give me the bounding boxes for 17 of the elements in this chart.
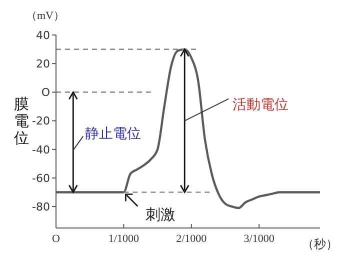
annotation: 静止電位: [85, 126, 142, 142]
x-tick-label: O: [52, 232, 60, 245]
y-tick-label: 40: [36, 28, 50, 42]
x-tick-label: 3/1000: [244, 232, 275, 245]
annotation: 活動電位: [232, 96, 289, 113]
y-tick-label: 20: [36, 58, 50, 70]
x-tick-label: 1/1000: [108, 232, 140, 245]
y-tick-label: -60: [32, 172, 50, 185]
y-tick-label: O: [41, 86, 50, 100]
x-tick-label: 2/1000: [176, 232, 208, 245]
annotation: 刺激: [146, 205, 176, 224]
y-tick-label: -20: [32, 114, 50, 128]
y-tick-label: -40: [32, 143, 50, 156]
text: （mV）: [26, 9, 64, 23]
y-tick-label: -80: [32, 200, 50, 214]
x-axis-title: （秒）: [302, 236, 338, 253]
y-axis-title: 膜電位: [14, 95, 30, 147]
